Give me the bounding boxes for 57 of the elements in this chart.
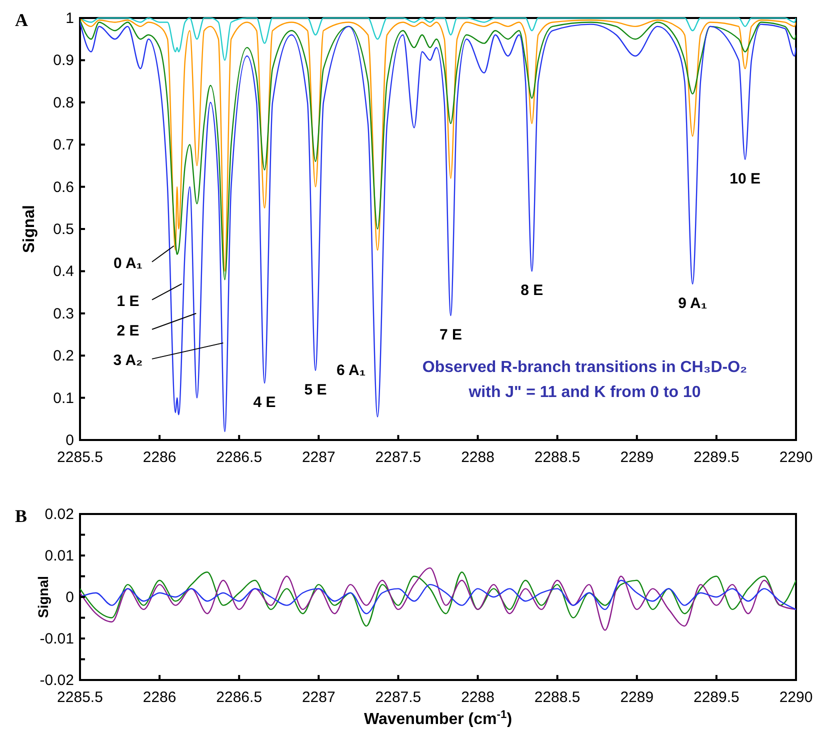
y-tick-label: 0.3	[53, 305, 74, 322]
x-tick-label: 2287	[302, 689, 336, 706]
y-tick-label: 0.5	[53, 221, 74, 238]
x-axis-title: Wavenumber (cm$^{-1}$)	[364, 709, 512, 728]
y-tick-label: 0.4	[53, 263, 74, 280]
y-tick-label: 0	[66, 589, 74, 606]
chart-title: B	[15, 506, 28, 526]
annotation: 6 A₁	[336, 362, 366, 379]
line-series	[80, 22, 796, 432]
x-tick-label: 2288.5	[534, 449, 580, 466]
x-tick-label: 2286.5	[216, 689, 262, 706]
line-series	[80, 580, 796, 614]
annotation: 5 E	[304, 381, 327, 398]
x-tick-label: 2287	[302, 449, 336, 466]
y-tick-label: 0.7	[53, 136, 74, 154]
x-tick-label: 2289.5	[694, 449, 740, 466]
x-tick-label: 2287.5	[375, 449, 422, 466]
y-tick-label: 0.6	[53, 178, 74, 196]
annotation: 2 E	[116, 322, 140, 340]
annotation: 10 E	[730, 170, 761, 188]
y-tick-label: 0.2	[53, 348, 74, 365]
x-tick-label: 2288	[461, 689, 494, 706]
x-tick-label: 2286	[142, 449, 176, 466]
annotation: with J" = 11 and K from 0 to 10	[468, 384, 701, 401]
x-tick-label: 2285.5	[57, 689, 103, 706]
chart-title: A	[15, 10, 28, 30]
y-tick-label: 0.9	[53, 52, 74, 70]
x-tick-label: 2287.5	[375, 689, 422, 706]
annotation: 1 E	[116, 292, 140, 310]
x-tick-label: 2288	[461, 449, 494, 466]
y-tick-label: 0.02	[44, 506, 74, 523]
y-axis-title: Signal	[35, 576, 51, 618]
annotation: 3 A₂	[113, 352, 143, 369]
y-tick-label: -0.01	[40, 630, 74, 648]
y-tick-label: 0.8	[53, 94, 74, 112]
annotation: 8 E	[520, 282, 544, 300]
annotation: Observed R-branch transitions in CH₃D-O₂	[422, 359, 748, 376]
x-tick-label: 2289.5	[694, 689, 740, 706]
x-tick-label: 2288.5	[534, 689, 580, 706]
x-tick-label: 2285.5	[57, 449, 103, 466]
x-tick-label: 2289	[620, 449, 654, 466]
y-tick-label: 0.1	[53, 390, 74, 407]
x-tick-label: 2286	[142, 689, 176, 706]
x-tick-label: 2286.5	[216, 449, 262, 466]
x-tick-label: 2290	[779, 689, 813, 706]
line-series	[80, 17, 796, 61]
annotation: 7 E	[439, 326, 462, 344]
annotation: 9 A₁	[678, 294, 708, 312]
y-tick-label: 0.01	[44, 548, 74, 564]
y-axis-title: Signal	[21, 204, 38, 254]
annotation: 0 A₁	[114, 254, 142, 272]
y-tick-label: 0	[66, 432, 74, 449]
x-tick-label: 2289	[620, 689, 654, 706]
x-tick-label: 2290	[779, 449, 813, 466]
annotation: 4 E	[253, 394, 276, 412]
y-tick-label: -0.02	[40, 672, 74, 689]
y-tick-label: 1	[66, 10, 74, 27]
